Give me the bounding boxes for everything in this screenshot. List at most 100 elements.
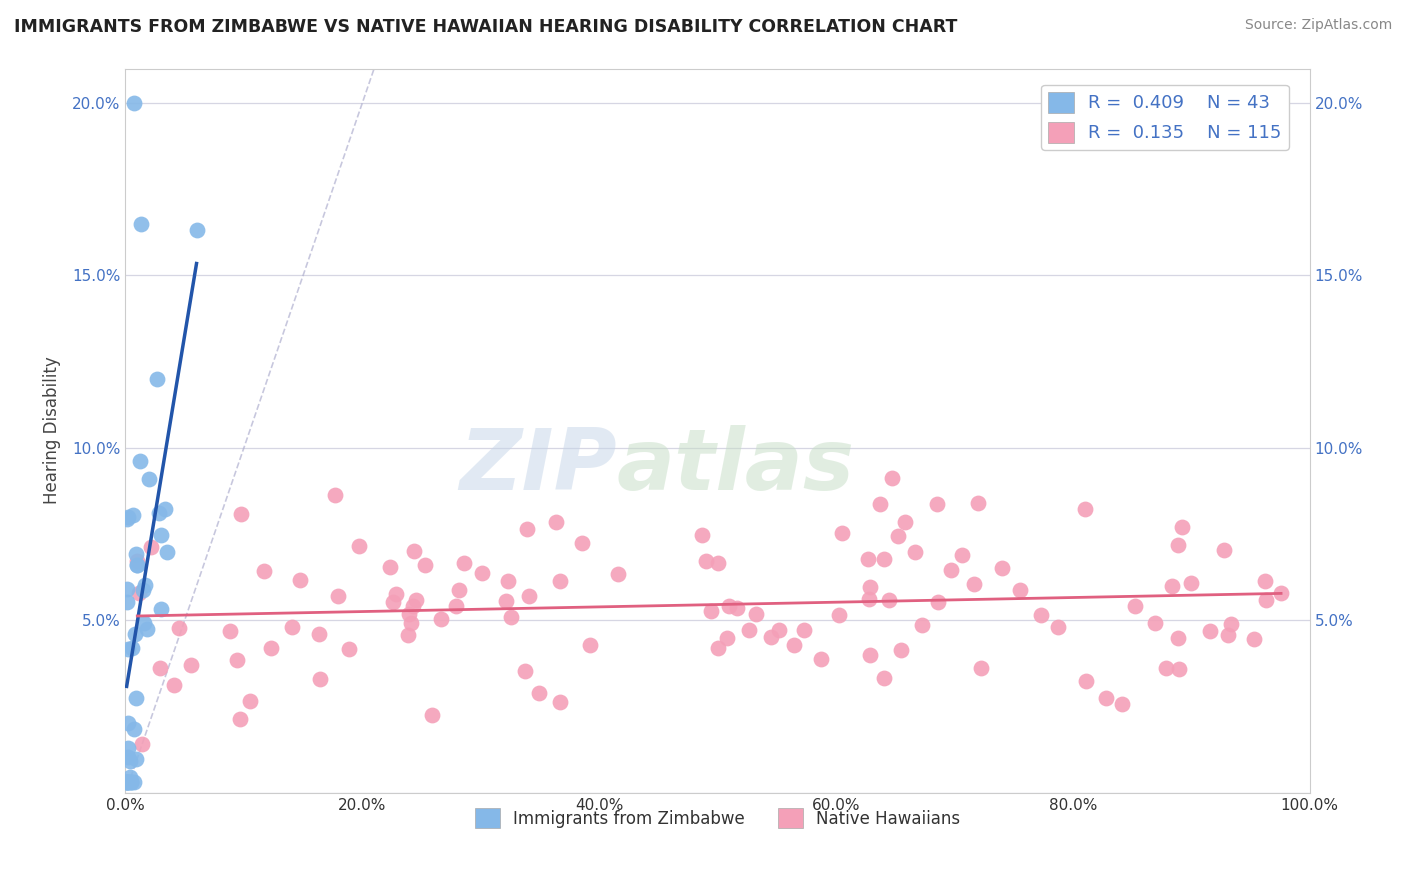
Point: [1094, 691, 1116, 706]
Point: [894, 515, 917, 529]
Point: [1154, 661, 1177, 675]
Point: [429, 612, 451, 626]
Point: [911, 617, 934, 632]
Point: [167, 621, 190, 635]
Point: [239, 694, 262, 708]
Point: [150, 602, 173, 616]
Point: [115, 775, 138, 789]
Point: [446, 599, 468, 613]
Point: [471, 566, 494, 581]
Legend: Immigrants from Zimbabwe, Native Hawaiians: Immigrants from Zimbabwe, Native Hawaiia…: [468, 801, 967, 835]
Point: [695, 554, 717, 568]
Point: [125, 690, 148, 705]
Point: [124, 775, 146, 789]
Point: [229, 507, 252, 521]
Point: [1168, 662, 1191, 676]
Point: [139, 540, 162, 554]
Point: [117, 740, 139, 755]
Point: [1180, 575, 1202, 590]
Point: [1170, 520, 1192, 534]
Point: [1074, 674, 1097, 689]
Point: [550, 574, 572, 588]
Point: [402, 599, 425, 614]
Point: [115, 595, 138, 609]
Point: [155, 501, 177, 516]
Point: [859, 580, 882, 594]
Point: [146, 372, 169, 386]
Point: [117, 750, 139, 764]
Point: [890, 642, 912, 657]
Point: [122, 722, 145, 736]
Point: [405, 592, 427, 607]
Point: [783, 638, 806, 652]
Point: [398, 607, 420, 622]
Point: [963, 577, 986, 591]
Text: Source: ZipAtlas.com: Source: ZipAtlas.com: [1244, 18, 1392, 32]
Point: [793, 623, 815, 637]
Point: [1125, 599, 1147, 613]
Point: [186, 223, 208, 237]
Point: [163, 678, 186, 692]
Point: [125, 558, 148, 572]
Point: [877, 593, 900, 607]
Point: [118, 775, 141, 789]
Point: [253, 565, 276, 579]
Point: [134, 578, 156, 592]
Point: [706, 557, 728, 571]
Point: [229, 712, 252, 726]
Point: [1143, 615, 1166, 630]
Point: [1008, 582, 1031, 597]
Point: [858, 591, 880, 606]
Point: [115, 512, 138, 526]
Point: [129, 217, 152, 231]
Point: [517, 589, 540, 603]
Point: [828, 607, 851, 622]
Point: [117, 715, 139, 730]
Text: atlas: atlas: [617, 425, 855, 508]
Point: [880, 471, 903, 485]
Point: [927, 497, 949, 511]
Point: [115, 775, 138, 789]
Point: [1111, 697, 1133, 711]
Point: [131, 737, 153, 751]
Point: [516, 522, 538, 536]
Point: [135, 622, 157, 636]
Point: [129, 453, 152, 467]
Point: [873, 671, 896, 685]
Point: [1167, 538, 1189, 552]
Point: [527, 686, 550, 700]
Point: [225, 653, 247, 667]
Point: [218, 624, 240, 639]
Point: [402, 543, 425, 558]
Point: [887, 529, 910, 543]
Point: [118, 771, 141, 785]
Point: [115, 775, 138, 789]
Point: [337, 642, 360, 657]
Point: [1029, 608, 1052, 623]
Point: [1047, 620, 1070, 634]
Point: [447, 583, 470, 598]
Point: [745, 607, 768, 622]
Point: [148, 507, 170, 521]
Text: IMMIGRANTS FROM ZIMBABWE VS NATIVE HAWAIIAN HEARING DISABILITY CORRELATION CHART: IMMIGRANTS FROM ZIMBABWE VS NATIVE HAWAI…: [14, 18, 957, 36]
Point: [117, 509, 139, 524]
Point: [700, 604, 723, 618]
Point: [499, 610, 522, 624]
Point: [761, 630, 783, 644]
Point: [1160, 579, 1182, 593]
Point: [127, 553, 149, 567]
Point: [706, 640, 728, 655]
Point: [873, 552, 896, 566]
Point: [117, 641, 139, 656]
Point: [308, 627, 330, 641]
Point: [717, 599, 740, 613]
Point: [122, 95, 145, 110]
Point: [132, 583, 155, 598]
Point: [1167, 631, 1189, 645]
Point: [125, 547, 148, 561]
Point: [180, 658, 202, 673]
Point: [149, 527, 172, 541]
Point: [384, 587, 406, 601]
Point: [453, 557, 475, 571]
Point: [420, 708, 443, 723]
